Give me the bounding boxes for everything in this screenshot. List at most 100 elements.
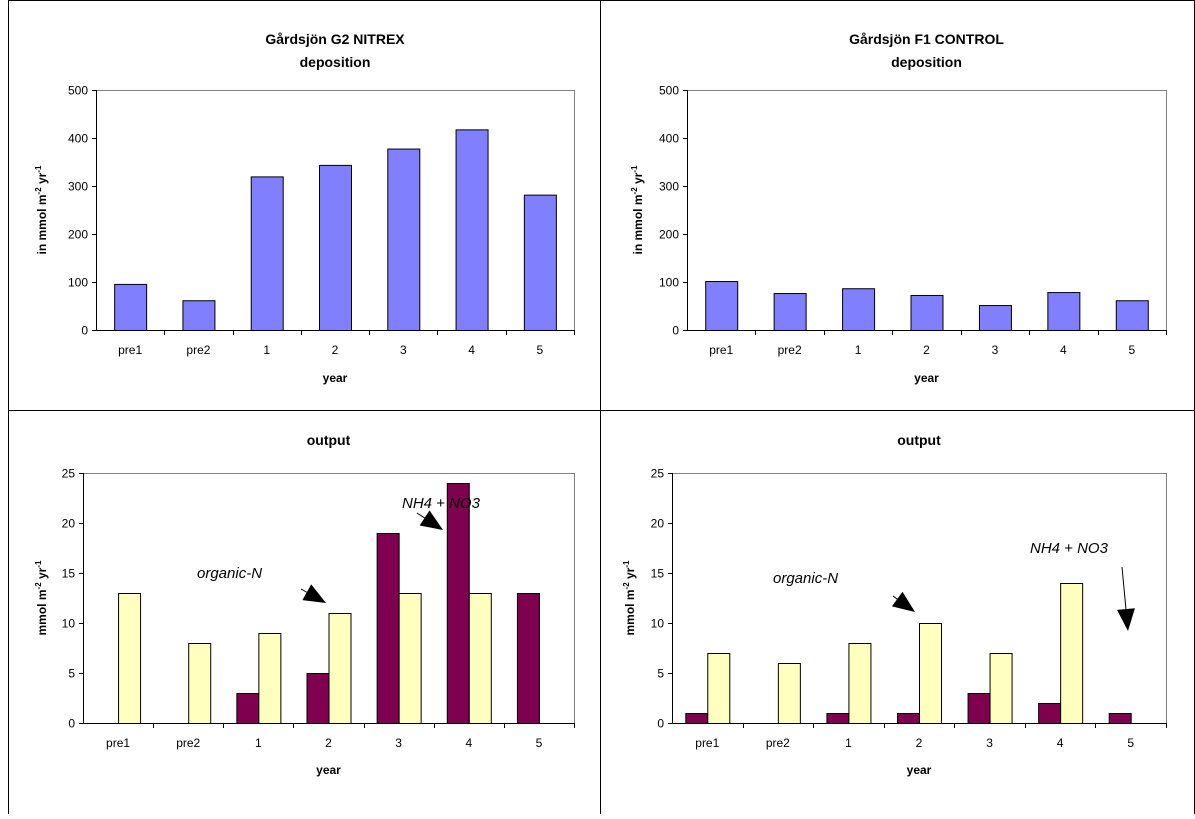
bar-1-s1 xyxy=(826,713,850,724)
y-tick-label: 100 xyxy=(68,276,88,290)
annotation-arrow-head xyxy=(891,591,915,612)
annotation-label: organic-N xyxy=(197,565,262,582)
y-tick-label: 100 xyxy=(659,276,679,290)
x-tick-label: 5 xyxy=(1127,736,1134,750)
chart-panel-4: output 0 5 10 15 20 25 pre1 pre2 1 2 3 4 5 year mmol m-… xyxy=(622,432,1167,777)
bar-3-s1 xyxy=(967,693,991,724)
x-tick-label: 5 xyxy=(537,343,544,357)
annotation-arrow-shaft xyxy=(892,595,898,600)
x-axis-title: year xyxy=(316,763,341,777)
y-axis-title: mmol m-2 yr-1 xyxy=(622,560,637,635)
annotation-arrow-head xyxy=(419,510,443,530)
bar-1-s1 xyxy=(842,288,876,331)
bar-2-s1 xyxy=(910,294,944,331)
annotation-arrow-shaft xyxy=(416,512,425,519)
x-tick-label: pre2 xyxy=(176,736,200,750)
x-tick-label: pre1 xyxy=(106,736,130,750)
x-tick-label: pre2 xyxy=(766,736,790,750)
annotation-label: NH4 + NO3 xyxy=(1030,540,1109,557)
y-tick-label: 0 xyxy=(81,324,88,338)
bar-4-s1 xyxy=(455,129,489,331)
bar-3-s2 xyxy=(989,653,1013,724)
y-tick-label: 25 xyxy=(62,467,76,481)
y-tick-label: 400 xyxy=(68,132,88,146)
y-tick-label: 400 xyxy=(659,132,679,146)
x-tick-label: 3 xyxy=(400,343,407,357)
bar-4-s2 xyxy=(1060,583,1084,724)
annotation-label: organic-N xyxy=(773,570,838,587)
annotation-label: NH4 + NO3 xyxy=(402,495,481,512)
x-tick-label: 5 xyxy=(536,736,543,750)
bar-2-s1 xyxy=(306,673,330,724)
bar-2-s2 xyxy=(328,613,352,724)
x-tick-label: 4 xyxy=(1057,736,1064,750)
chart-title-line: deposition xyxy=(891,54,962,70)
bar-2-s1 xyxy=(319,164,352,331)
bar-pre1-s2 xyxy=(118,593,142,724)
x-tick-label: pre1 xyxy=(709,343,733,357)
y-tick-label: 15 xyxy=(62,567,76,581)
bar-4-s2 xyxy=(468,593,492,724)
x-axis-title: year xyxy=(907,763,932,777)
x-tick-label: 2 xyxy=(325,736,332,750)
y-tick-label: 300 xyxy=(659,180,679,194)
x-tick-label: 1 xyxy=(263,343,270,357)
bar-2-s1 xyxy=(897,713,920,724)
chart-title-line: output xyxy=(307,432,351,448)
bar-4-s1 xyxy=(1047,292,1081,331)
chart-panel-3: output 0 5 10 15 20 25 pre1 pre2 1 2 3 4 5 year mmol m-… xyxy=(34,432,575,777)
bar-3-s1 xyxy=(387,148,421,331)
bar-5-s1 xyxy=(1115,300,1149,331)
bar-pre1-s1 xyxy=(685,713,709,724)
y-tick-label: 300 xyxy=(68,180,88,194)
bar-pre1-s1 xyxy=(114,283,148,332)
y-tick-label: 25 xyxy=(651,467,665,481)
bar-3-s1 xyxy=(376,533,400,724)
y-tick-label: 500 xyxy=(68,84,88,98)
bar-3-s2 xyxy=(398,593,422,724)
y-tick-label: 5 xyxy=(657,667,664,681)
y-tick-label: 10 xyxy=(62,617,76,631)
y-tick-label: 20 xyxy=(62,517,76,531)
x-tick-label: 4 xyxy=(1060,343,1067,357)
x-tick-label: 1 xyxy=(855,343,862,357)
y-tick-label: 10 xyxy=(651,617,665,631)
y-axis-title: in mmol m-2 yr-1 xyxy=(34,165,49,254)
y-tick-label: 0 xyxy=(672,324,679,338)
y-tick-label: 5 xyxy=(68,667,75,681)
x-tick-label: 5 xyxy=(1128,343,1135,357)
chart-title-line: Gårdsjön G2 NITREX xyxy=(265,31,405,47)
annotation-arrow-shaft xyxy=(1121,566,1127,610)
x-tick-label: 3 xyxy=(395,736,402,750)
y-tick-label: 0 xyxy=(68,717,75,731)
bar-1-s2 xyxy=(848,643,872,724)
x-tick-label: 2 xyxy=(923,343,930,357)
annotation-arrow-head xyxy=(302,584,326,603)
y-tick-label: 15 xyxy=(651,567,665,581)
x-axis-title: year xyxy=(323,371,348,385)
x-tick-label: pre2 xyxy=(778,343,802,357)
annotation-arrow-shaft xyxy=(300,588,308,593)
bar-pre1-s1 xyxy=(705,281,739,332)
bar-5-s1 xyxy=(1108,713,1132,724)
bar-pre2-s2 xyxy=(777,663,801,724)
y-tick-label: 20 xyxy=(651,517,665,531)
x-tick-label: 4 xyxy=(465,736,472,750)
x-axis-title: year xyxy=(914,371,939,385)
x-tick-label: 4 xyxy=(468,343,475,357)
y-axis-title: in mmol m-2 yr-1 xyxy=(630,165,645,254)
plot-frame xyxy=(687,90,1167,331)
panel-borders xyxy=(8,0,1195,814)
y-tick-label: 200 xyxy=(68,228,88,242)
bar-pre2-s1 xyxy=(773,293,807,332)
x-tick-label: 2 xyxy=(332,343,339,357)
chart-panel-2: Gårdsjön F1 CONTROL deposition 0 100 200 300 4… xyxy=(630,31,1167,385)
bar-1-s1 xyxy=(236,693,260,724)
x-tick-label: pre2 xyxy=(186,343,210,357)
bar-2-s2 xyxy=(919,623,942,724)
x-tick-label: pre1 xyxy=(695,736,719,750)
bar-pre2-s1 xyxy=(182,300,216,331)
chart-title-line: Gårdsjön F1 CONTROL xyxy=(849,31,1004,47)
